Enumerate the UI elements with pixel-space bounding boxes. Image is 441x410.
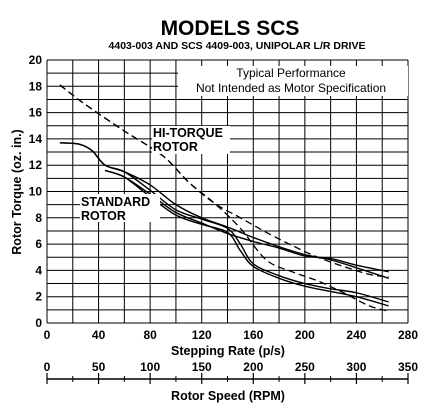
y-tick-label: 10 [29,185,43,199]
standard-curve-3 [104,169,389,273]
x-tick-label: 160 [243,328,263,342]
hi-torque-curve-1 [59,84,389,278]
x-tick-label: 280 [398,328,418,342]
standard-curve-4 [104,169,389,307]
chart-subtitle: 4403-003 AND SCS 4409-003, UNIPOLAR L/R … [109,40,366,52]
hi-torque-label-2: ROTOR [153,140,198,154]
x-tick-label: 200 [295,328,315,342]
y-axis-label: Rotor Torque (oz. in.) [10,129,24,254]
secondary-x-axis-label: Rotor Speed (RPM) [171,389,285,403]
secondary-x-tick-label: 150 [192,360,212,374]
y-tick-label: 16 [29,106,43,120]
hi-torque-label-1: HI-TORQUE [153,126,223,140]
hi-torque-curve-2 [59,84,389,312]
secondary-x-tick-label: 350 [398,360,418,374]
note-line-2: Not Intended as Motor Specification [196,81,386,95]
y-tick-label: 14 [29,132,43,146]
secondary-x-tick-label: 0 [44,360,51,374]
grid [46,59,409,324]
x-tick-label: 0 [44,328,51,342]
note-line-1: Typical Performance [236,66,346,80]
chart-title: MODELS SCS [161,17,300,40]
standard-curve-2 [59,142,389,303]
x-axis-label: Stepping Rate (p/s) [171,344,285,358]
secondary-x-tick-label: 50 [92,360,106,374]
x-tick-label: 240 [346,328,366,342]
y-tick-label: 0 [35,316,42,330]
standard-label-1: STANDARD [81,195,150,209]
secondary-x-tick-label: 100 [140,360,160,374]
y-tick-label: 18 [29,79,43,93]
y-tick-label: 4 [35,263,42,277]
y-tick-label: 12 [29,158,43,172]
y-tick-label: 8 [35,211,42,225]
y-tick-label: 2 [35,290,42,304]
note-background [178,66,408,96]
x-tick-label: 40 [92,328,106,342]
y-tick-label: 6 [35,237,42,251]
x-tick-label: 120 [192,328,212,342]
secondary-x-tick-label: 200 [243,360,263,374]
secondary-x-tick-label: 300 [346,360,366,374]
y-tick-label: 20 [29,53,43,67]
x-tick-label: 80 [143,328,157,342]
secondary-x-tick-label: 250 [295,360,315,374]
standard-label-2: ROTOR [81,209,126,223]
standard-label-background [80,194,160,222]
hi-torque-label-background [152,126,230,154]
